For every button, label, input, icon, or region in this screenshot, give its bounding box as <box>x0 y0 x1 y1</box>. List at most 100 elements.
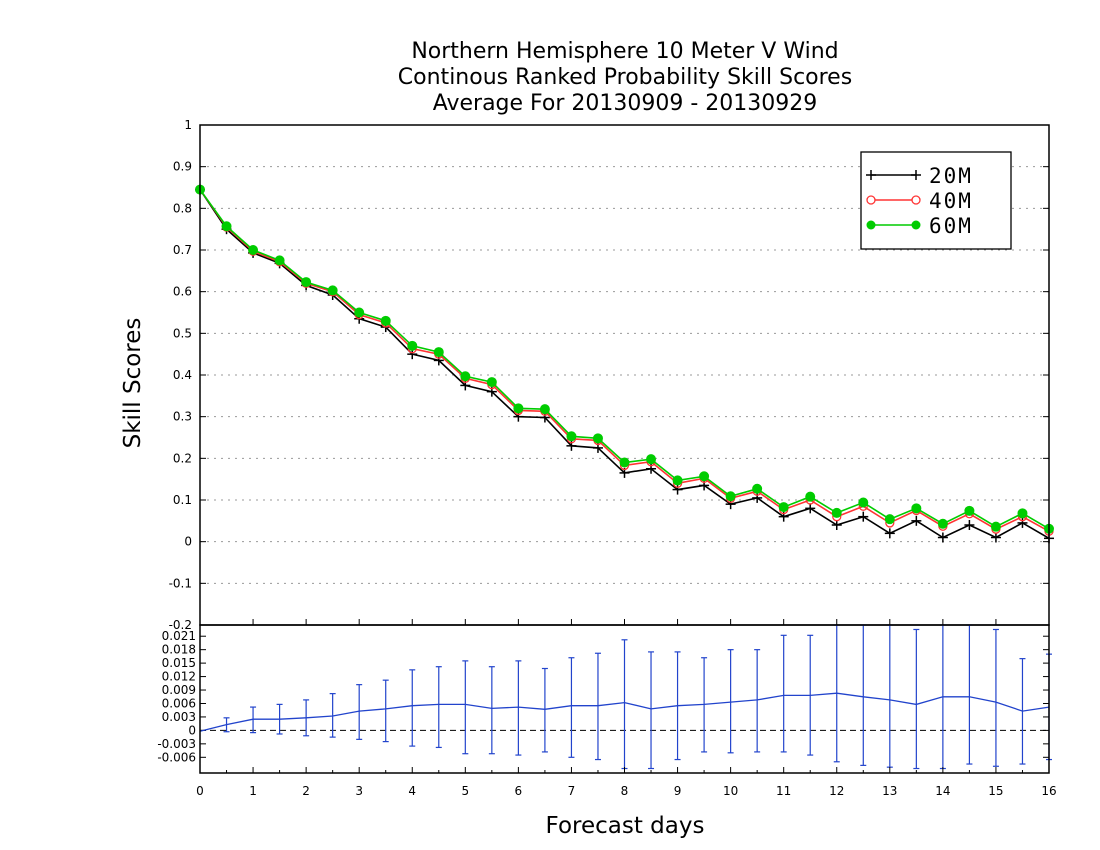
x-tick-label: 4 <box>408 784 416 798</box>
error-bar <box>435 666 442 749</box>
legend-marker <box>866 195 876 205</box>
data-point-60M <box>274 255 285 266</box>
x-tick-label: 13 <box>882 784 897 798</box>
legend-entry-20M: 20M <box>866 164 971 188</box>
x-tick-label: 16 <box>1041 784 1056 798</box>
x-tick-label: 14 <box>935 784 950 798</box>
data-point-20M <box>672 484 683 495</box>
x-tick-label: 15 <box>988 784 1003 798</box>
error-bar <box>648 651 655 770</box>
upper-y-tick-label: 1 <box>184 118 192 132</box>
error-bar <box>488 666 495 755</box>
x-tick-label: 11 <box>776 784 791 798</box>
data-point-60M <box>805 491 816 502</box>
upper-y-tick-label: 0 <box>184 535 192 549</box>
upper-y-tick-label: 0.1 <box>173 493 192 507</box>
x-tick-label: 8 <box>621 784 629 798</box>
upper-y-tick-label: 0.4 <box>173 368 192 382</box>
chart-title-line: Continous Ranked Probability Skill Score… <box>398 65 852 90</box>
x-tick-label: 12 <box>829 784 844 798</box>
data-point-60M <box>964 505 975 516</box>
x-tick-label: 7 <box>568 784 576 798</box>
lower-y-tick-label: 0.018 <box>162 643 196 657</box>
upper-y-axis: 1 0.9 0.8 0.7 0.6 0.5 0.4 0.3 0.2 0.1 0 -0.1 -0.2 <box>169 118 1049 632</box>
legend-marker <box>911 195 921 205</box>
error-bar <box>754 649 761 753</box>
x-axis-label: Forecast days <box>546 813 705 839</box>
series-60M <box>195 184 1054 534</box>
legend-marker <box>911 220 921 230</box>
data-point-60M <box>619 457 630 468</box>
x-axis: 0 1 2 3 4 5 6 7 8 9 10 11 12 13 14 15 16 <box>196 619 1057 798</box>
data-point-20M <box>884 528 895 539</box>
data-point-60M <box>248 245 259 255</box>
data-point-60M <box>592 433 603 444</box>
x-tick-label: 5 <box>461 784 469 798</box>
legend-marker <box>866 220 876 230</box>
chart-title-line: Average For 20130909 - 20130929 <box>433 91 818 116</box>
data-point-60M <box>725 491 736 502</box>
data-point-20M <box>831 520 842 530</box>
upper-y-tick-label: -0.2 <box>169 618 192 632</box>
lower-y-tick-label: -0.006 <box>157 750 196 764</box>
data-point-60M <box>778 502 789 513</box>
data-point-60M <box>486 377 497 388</box>
upper-y-tick-label: -0.1 <box>169 576 192 590</box>
data-point-60M <box>380 315 391 326</box>
data-point-20M <box>990 532 1001 543</box>
data-point-60M <box>539 404 550 415</box>
data-point-60M <box>460 371 471 382</box>
data-point-20M <box>858 511 869 522</box>
error-bar <box>356 684 363 740</box>
x-tick-label: 9 <box>674 784 682 798</box>
error-bar <box>409 669 416 747</box>
error-bar <box>860 624 867 766</box>
upper-y-tick-label: 0.8 <box>173 201 192 215</box>
chart-title: Northern Hemisphere 10 Meter V WindConti… <box>398 39 852 116</box>
data-point-60M <box>884 514 895 525</box>
legend-label: 60M <box>929 214 973 238</box>
upper-y-tick-label: 0.9 <box>173 160 192 174</box>
error-bar <box>727 649 734 754</box>
data-point-60M <box>354 307 365 318</box>
error-bar <box>462 660 469 755</box>
data-point-20M <box>911 515 922 526</box>
data-point-60M <box>990 521 1001 532</box>
lower-y-tick-label: 0.003 <box>162 710 196 724</box>
data-point-20M <box>964 520 975 530</box>
upper-plot-series <box>195 184 1054 544</box>
lower-y-axis: 0.0210.0180.0150.0120.0090.0060.0030-0.0… <box>157 629 1049 764</box>
y-axis-label: Skill Scores <box>120 318 146 449</box>
data-point-60M <box>221 221 232 232</box>
error-bar <box>913 628 920 770</box>
error-bar <box>541 667 548 753</box>
data-point-60M <box>646 454 657 465</box>
error-bar <box>966 624 973 765</box>
data-point-20M <box>805 503 816 514</box>
legend-label: 40M <box>929 189 973 213</box>
lower-plot-series <box>199 624 1052 770</box>
difference-line <box>199 692 1050 732</box>
error-bar <box>382 679 389 743</box>
error-bar <box>594 652 601 761</box>
data-point-60M <box>513 403 524 414</box>
data-point-60M <box>937 518 948 529</box>
error-bar <box>568 657 575 758</box>
upper-y-tick-label: 0.3 <box>173 410 192 424</box>
data-point-60M <box>831 507 842 518</box>
x-tick-label: 3 <box>355 784 363 798</box>
error-bar <box>780 634 787 753</box>
lower-y-tick-label: -0.003 <box>157 737 196 751</box>
x-tick-label: 2 <box>302 784 310 798</box>
data-point-60M <box>566 431 577 442</box>
data-point-60M <box>301 277 312 288</box>
error-bar <box>992 628 999 767</box>
upper-y-tick-label: 0.7 <box>173 243 192 257</box>
error-bar <box>515 660 522 756</box>
x-tick-label: 1 <box>249 784 257 798</box>
lower-y-tick-label: 0.009 <box>162 683 196 697</box>
data-point-20M <box>1017 517 1028 528</box>
data-point-20M <box>937 532 948 543</box>
